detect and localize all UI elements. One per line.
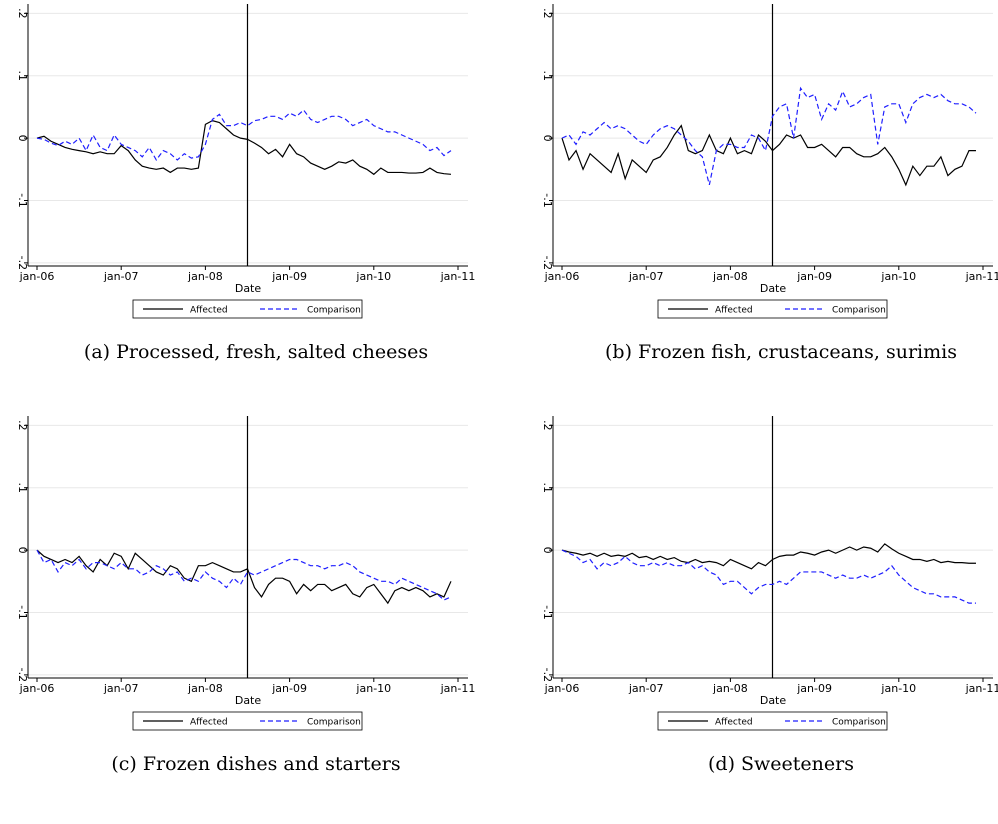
y-tick-label: -.1 — [16, 605, 29, 619]
x-tick-label: jan-09 — [271, 682, 307, 695]
x-tick-label: jan-11 — [440, 682, 476, 695]
panel: -.2 -.1 0 .1 .2 jan-06 jan-07 jan-08 jan-09 jan-1… — [16, 416, 475, 775]
legend-box — [657, 711, 888, 731]
series-line — [561, 549, 976, 604]
x-tick-label: jan-10 — [880, 682, 916, 695]
legend-label: Comparison — [307, 306, 361, 316]
x-tick-label: jan-09 — [796, 682, 832, 695]
legend-label: Comparison — [832, 718, 886, 728]
y-tick-label: -.1 — [541, 193, 554, 207]
legend-label: Affected — [190, 306, 228, 316]
legend-label: Comparison — [307, 718, 361, 728]
series-line — [561, 543, 976, 570]
x-tick-label: jan-11 — [440, 270, 476, 283]
x-tick-label: jan-11 — [965, 270, 998, 283]
series-line — [36, 549, 452, 605]
y-tick-label: .2 — [16, 420, 29, 431]
legend-box — [132, 711, 363, 731]
x-tick-label: jan-07 — [103, 682, 139, 695]
legend-label: Affected — [715, 306, 753, 316]
x-axis-label: Date — [235, 282, 262, 295]
x-tick-label: jan-10 — [355, 270, 391, 283]
series-line — [36, 120, 452, 176]
legend-box — [132, 299, 363, 319]
panel: -.2 -.1 0 .1 .2 jan-06 jan-07 jan-08 jan-09 jan-1… — [541, 4, 998, 363]
y-tick-label: .2 — [541, 420, 554, 431]
x-tick-label: jan-10 — [355, 682, 391, 695]
x-tick-label: jan-07 — [628, 270, 664, 283]
x-tick-label: jan-08 — [187, 270, 223, 283]
x-tick-label: jan-11 — [965, 682, 998, 695]
x-tick-label: jan-07 — [628, 682, 664, 695]
y-tick-label: .1 — [541, 70, 554, 81]
y-tick-label: .2 — [16, 8, 29, 19]
panel: -.2 -.1 0 .1 .2 jan-06 jan-07 jan-08 jan-09 jan-1… — [16, 4, 475, 363]
y-tick-label: -.1 — [16, 193, 29, 207]
y-tick-label: 0 — [541, 547, 554, 554]
x-tick-label: jan-09 — [796, 270, 832, 283]
caption: (c) Frozen dishes and starters — [111, 753, 400, 775]
y-tick-label: .1 — [541, 482, 554, 493]
y-tick-label: 0 — [16, 135, 29, 142]
y-tick-label: 0 — [541, 135, 554, 142]
panel: -.2 -.1 0 .1 .2 jan-06 jan-07 jan-08 jan-09 jan-1… — [541, 416, 998, 775]
x-tick-label: jan-07 — [103, 270, 139, 283]
y-tick-label: -.1 — [541, 605, 554, 619]
legend-box — [657, 299, 888, 319]
y-tick-label: .1 — [16, 482, 29, 493]
legend-label: Affected — [715, 718, 753, 728]
x-tick-label: jan-08 — [712, 682, 748, 695]
y-tick-label: -.2 — [16, 668, 29, 682]
series-line — [36, 109, 452, 162]
y-tick-label: .1 — [16, 70, 29, 81]
x-tick-label: jan-06 — [19, 682, 55, 695]
x-tick-label: jan-10 — [880, 270, 916, 283]
y-tick-label: -.2 — [16, 256, 29, 270]
y-tick-label: 0 — [16, 547, 29, 554]
x-tick-label: jan-06 — [544, 682, 580, 695]
x-tick-label: jan-08 — [712, 270, 748, 283]
legend-label: Affected — [190, 718, 228, 728]
caption: (a) Processed, fresh, salted cheeses — [84, 341, 428, 363]
series-line — [36, 549, 452, 601]
x-tick-label: jan-08 — [187, 682, 223, 695]
legend-label: Comparison — [832, 306, 886, 316]
x-axis-label: Date — [760, 282, 787, 295]
x-axis-label: Date — [235, 694, 262, 707]
series-line — [561, 86, 977, 186]
y-tick-label: -.2 — [541, 668, 554, 682]
x-tick-label: jan-06 — [19, 270, 55, 283]
y-tick-label: .2 — [541, 8, 554, 19]
x-tick-label: jan-09 — [271, 270, 307, 283]
series-line — [561, 124, 976, 187]
x-tick-label: jan-06 — [544, 270, 580, 283]
y-tick-label: -.2 — [541, 256, 554, 270]
caption: (d) Sweeteners — [708, 753, 854, 775]
x-axis-label: Date — [760, 694, 787, 707]
caption: (b) Frozen fish, crustaceans, surimis — [605, 341, 957, 363]
